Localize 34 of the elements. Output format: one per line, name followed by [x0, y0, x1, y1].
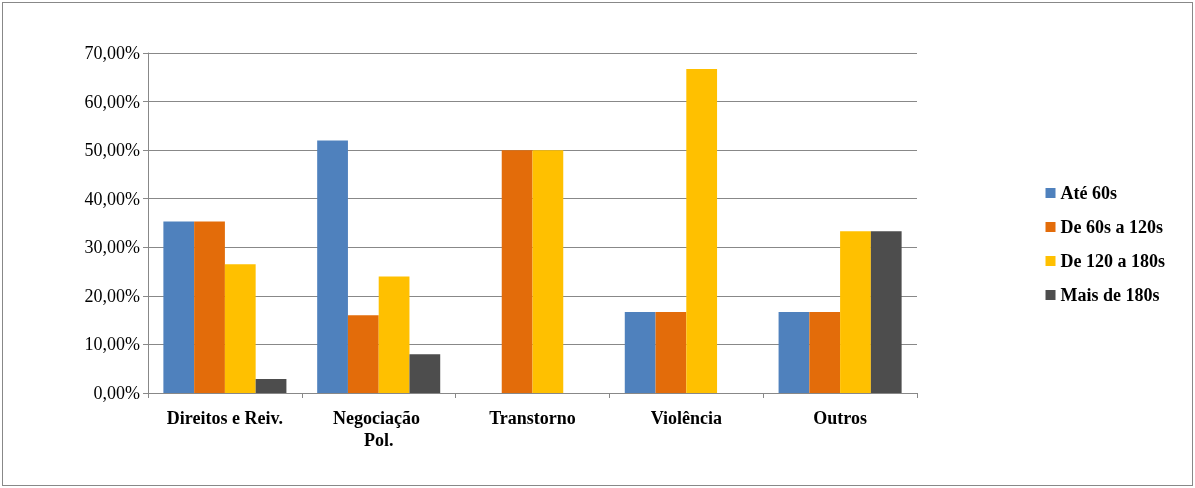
- bar: [624, 311, 656, 393]
- bar: [194, 221, 225, 393]
- bar: [317, 140, 348, 393]
- y-tick-label: 60,00%: [84, 91, 140, 112]
- bar: [686, 69, 718, 393]
- x-tick-label: Transtorno: [489, 408, 576, 428]
- y-tick-label: 50,00%: [84, 140, 140, 161]
- y-tick-label: 40,00%: [84, 188, 140, 209]
- bar: [778, 311, 810, 393]
- y-tick-label: 70,00%: [84, 43, 140, 63]
- bar: [224, 264, 256, 393]
- bar: [501, 150, 533, 393]
- legend-label: De 60s a 120s: [1060, 217, 1164, 237]
- y-tick-label: 20,00%: [84, 285, 140, 306]
- y-tick-label: 0,00%: [93, 383, 140, 403]
- x-tick-label: Negociação Pol.: [332, 408, 425, 450]
- x-tick-label: Outros: [813, 408, 867, 428]
- legend-label: Mais de 180s: [1060, 285, 1160, 305]
- bar: [655, 311, 687, 393]
- bar: [347, 315, 379, 393]
- legend-label: Até 60s: [1060, 183, 1118, 203]
- x-tick-label: Direitos e Reiv.: [166, 408, 283, 428]
- bar: [378, 276, 410, 393]
- bar: [870, 231, 902, 393]
- bar: [163, 221, 195, 393]
- bar: [409, 354, 441, 393]
- y-tick-label: 10,00%: [84, 334, 140, 355]
- bar: [809, 311, 841, 393]
- bar: [255, 378, 287, 393]
- legend-label: De 120 a 180s: [1060, 251, 1166, 271]
- bar: [532, 150, 564, 393]
- y-tick-label: 30,00%: [84, 237, 140, 258]
- bar: [840, 231, 871, 393]
- x-tick-label: Violência: [650, 408, 722, 428]
